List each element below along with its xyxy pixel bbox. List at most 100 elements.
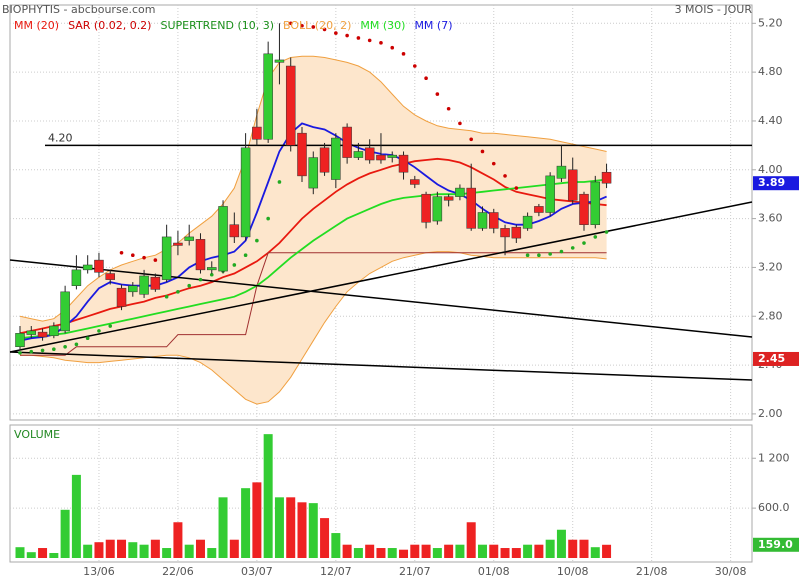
candle-body (60, 291, 70, 332)
candle-body (207, 267, 217, 271)
chart-title: BIOPHYTIS - abcbourse.com (2, 3, 155, 16)
sar-dot (537, 253, 541, 258)
volume-bar (274, 497, 284, 558)
volume-bar (489, 544, 499, 558)
volume-bar (500, 548, 510, 558)
bollinger-band (20, 56, 607, 405)
y-tick-label: 3.20 (758, 260, 783, 273)
indicator-layer (19, 122, 607, 356)
candle-body (94, 259, 104, 273)
sar-dot (255, 238, 259, 243)
y-tick-label: 4.00 (758, 163, 783, 176)
volume-bar (60, 509, 70, 558)
candle-body (567, 169, 578, 201)
volume-bar (252, 482, 262, 558)
bollinger-upper (19, 55, 607, 322)
sar-dot (413, 64, 417, 68)
sar-dot (311, 25, 316, 29)
sar-dot (108, 324, 113, 328)
sar-dot (198, 277, 203, 282)
volume-bar (218, 497, 228, 558)
volume-bar (38, 548, 48, 558)
sar-dot (232, 263, 237, 267)
candle-body (161, 236, 172, 280)
candle-body (263, 53, 273, 140)
volume-bar (173, 522, 183, 558)
candle-body (331, 137, 341, 180)
volume-bar (421, 544, 431, 558)
candle-body (601, 171, 612, 184)
candle-body (274, 59, 285, 63)
sar-dot (480, 149, 485, 154)
sar-dot (187, 283, 191, 288)
y-tick-label: 2.00 (758, 407, 783, 420)
candle-body (579, 193, 589, 225)
volume-bar (49, 553, 59, 558)
y-tick-label: 1 200 (758, 451, 790, 464)
x-tick-label: 01/08 (478, 565, 510, 578)
volume-bar (365, 544, 375, 558)
sar-dot (570, 246, 575, 250)
candle-body (26, 330, 37, 335)
candle-body (308, 157, 319, 189)
volume-bar (477, 544, 487, 558)
trend-line (9, 201, 753, 353)
indicator-line (20, 252, 607, 356)
sar-dot (491, 161, 496, 166)
sar-dot (604, 230, 609, 234)
volume-bar (410, 544, 420, 558)
sar-dot (503, 174, 507, 178)
candle-body (489, 212, 499, 229)
volume-bar (432, 548, 442, 558)
volume-bar (602, 544, 612, 558)
volume-title: VOLUME (14, 428, 60, 441)
volume-bar (15, 547, 25, 558)
mark-layer (15, 21, 612, 558)
sar-dot (367, 38, 372, 43)
sar-dot (142, 255, 146, 260)
volume-bar (444, 544, 454, 558)
volume-bar (376, 548, 386, 558)
volume-bar (511, 548, 521, 558)
candle-body (105, 273, 115, 280)
candle-body (15, 333, 25, 348)
x-tick-label: 12/07 (320, 565, 352, 578)
sar-dot (390, 45, 395, 50)
sar-dot (40, 348, 45, 353)
volume-bar (353, 548, 363, 558)
volume-bar (342, 544, 352, 558)
legend-entry: MM (7) (414, 19, 452, 32)
sar-dot (131, 253, 135, 258)
volume-bar (399, 549, 409, 558)
y-tick-label: 5.20 (758, 16, 783, 29)
volume-bar (139, 544, 149, 558)
sar-dot (97, 329, 101, 333)
x-tick-label: 22/06 (162, 565, 194, 578)
candle-body (421, 193, 431, 223)
legend-entry: MM (30) (360, 19, 405, 32)
sar-dot (18, 351, 22, 355)
volume-bar (105, 539, 115, 558)
volume-bar (331, 533, 341, 558)
candle-body (218, 206, 228, 272)
candle-body (342, 126, 352, 158)
volume-bar (184, 544, 194, 558)
volume-bar (534, 544, 544, 558)
volume-bar (150, 539, 160, 558)
volume-bar (579, 539, 589, 558)
volume-bar (128, 542, 138, 558)
bollinger-lower (20, 251, 607, 405)
candle-body (195, 239, 206, 271)
candle-body (128, 285, 138, 293)
candle-body (49, 325, 59, 337)
volume-bar (455, 544, 465, 558)
sar-dot (548, 252, 552, 256)
legend-entry: SUPERTREND (10, 3) (160, 19, 274, 32)
sar-dot (401, 52, 406, 56)
legend-entry: SAR (0.02, 0.2) (68, 19, 151, 32)
volume-bar (387, 548, 397, 558)
sar-dot (469, 137, 474, 142)
x-tick-label: 21/08 (636, 565, 668, 578)
y-tick-label: 600.0 (758, 501, 790, 514)
